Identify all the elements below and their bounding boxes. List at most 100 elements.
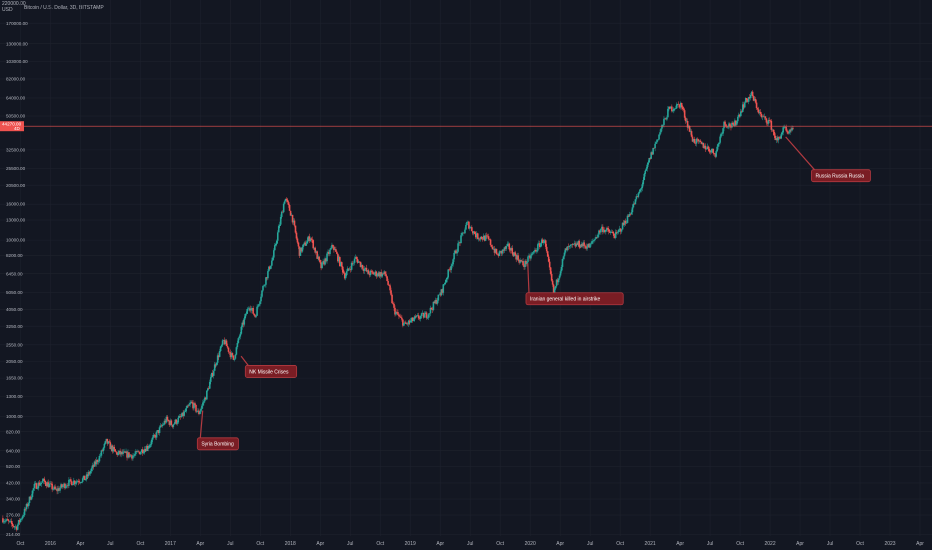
candle-body <box>564 248 567 253</box>
candle-body <box>233 358 236 360</box>
candle-body <box>328 251 330 255</box>
candle-body <box>525 260 527 265</box>
candle-body <box>711 148 714 151</box>
candle-body <box>698 140 701 142</box>
candle-body <box>705 148 708 150</box>
candle-body <box>68 479 70 486</box>
candle-body <box>533 251 535 253</box>
candle-body <box>709 151 712 153</box>
candle-body <box>86 474 89 477</box>
candle-body <box>627 215 630 217</box>
candle-body <box>141 449 143 452</box>
candle-body <box>128 452 130 458</box>
candle-body <box>184 411 186 413</box>
x-axis[interactable]: Oct 2016 Apr Jul Oct 2017 Apr Jul Oct 2018 Apr Jul O… <box>17 541 925 547</box>
candle-body <box>617 229 620 232</box>
candle-body <box>725 124 727 127</box>
candle-body <box>682 109 685 111</box>
annotation-callout[interactable]: Syria Bombing <box>196 410 239 451</box>
candle-body <box>137 451 139 452</box>
candle-body <box>88 472 91 474</box>
candle-body <box>403 322 405 326</box>
y-tick-label: 170000.00 <box>6 21 28 26</box>
candle-body <box>90 468 93 472</box>
x-tick-label: Oct <box>376 541 384 547</box>
candle-body <box>340 262 342 267</box>
candle-body <box>335 249 337 252</box>
candle-body <box>761 116 764 118</box>
candle-body <box>539 243 541 248</box>
candle-body <box>664 118 666 119</box>
candle-body <box>457 243 459 252</box>
candle-body <box>208 381 211 389</box>
candle-body <box>608 231 611 233</box>
candle-body <box>653 147 655 149</box>
y-tick-label: 16000.00 <box>6 202 26 207</box>
candle-body <box>292 220 295 223</box>
candle-body <box>652 147 654 155</box>
candle-body <box>193 403 195 409</box>
candle-body <box>82 475 85 479</box>
candle-body <box>473 231 475 234</box>
candle-body <box>509 249 512 251</box>
candle-body <box>579 247 582 248</box>
annotation-callout[interactable]: Iranian general killed in airstrike <box>525 263 624 306</box>
candle-body <box>218 351 221 357</box>
candle-body <box>229 352 232 358</box>
candle-body <box>506 243 509 247</box>
candle-body <box>42 478 45 482</box>
candle-body <box>323 261 325 265</box>
candle-body <box>378 272 381 277</box>
symbol-title[interactable]: Bitcoin / U.S. Dollar, 3D, BITSTAMP <box>24 5 104 11</box>
candle-body <box>263 285 265 287</box>
candle-body <box>636 196 639 197</box>
annotation-label: Russia Russia Russia <box>815 173 864 179</box>
candle-body <box>528 255 530 257</box>
candle-body <box>374 271 377 274</box>
candle-body <box>661 125 663 129</box>
candle-body <box>397 312 399 315</box>
candle-body <box>575 243 578 247</box>
y-axis[interactable]: 214.00 276.00 340.00 420.00 520.00 640.00 820.… <box>6 21 28 537</box>
annotation-callout[interactable]: NK Missile Crises <box>240 355 298 378</box>
candle-body <box>385 274 387 277</box>
candle-body <box>348 268 351 270</box>
candle-body <box>66 485 68 487</box>
candle-body <box>756 108 759 110</box>
candle-body <box>740 111 742 117</box>
candle-body <box>527 256 529 262</box>
candle-body <box>613 235 616 238</box>
candle-body <box>53 486 55 490</box>
candle-body <box>634 199 637 205</box>
annotation-callout[interactable]: Russia Russia Russia <box>785 136 871 183</box>
candle-body <box>24 508 27 510</box>
candle-body <box>235 347 238 355</box>
candle-body <box>785 126 787 131</box>
candle-body <box>736 121 738 125</box>
candle-body <box>771 129 774 131</box>
candle-body <box>481 238 484 240</box>
candle-body <box>79 482 82 484</box>
candle-body <box>107 441 110 444</box>
annotation-pointer <box>240 355 249 366</box>
candle-body <box>590 243 592 245</box>
y-tick-label: 8200.00 <box>6 253 23 258</box>
candle-body <box>716 146 718 152</box>
candle-body <box>658 134 660 140</box>
candle-body <box>106 438 109 444</box>
candle-body <box>27 503 30 507</box>
candle-body <box>463 232 465 234</box>
x-tick-label: Oct <box>136 541 144 547</box>
candle-body <box>675 104 678 109</box>
candle-body <box>620 229 623 232</box>
candle-body <box>7 519 9 521</box>
candle-body <box>545 246 548 252</box>
candle-body <box>155 431 158 438</box>
candle-body <box>670 106 672 109</box>
candle-body <box>216 355 219 363</box>
candle-body <box>168 420 171 425</box>
candle-body <box>145 446 148 452</box>
candle-body <box>747 97 750 102</box>
candle-body <box>629 214 632 215</box>
